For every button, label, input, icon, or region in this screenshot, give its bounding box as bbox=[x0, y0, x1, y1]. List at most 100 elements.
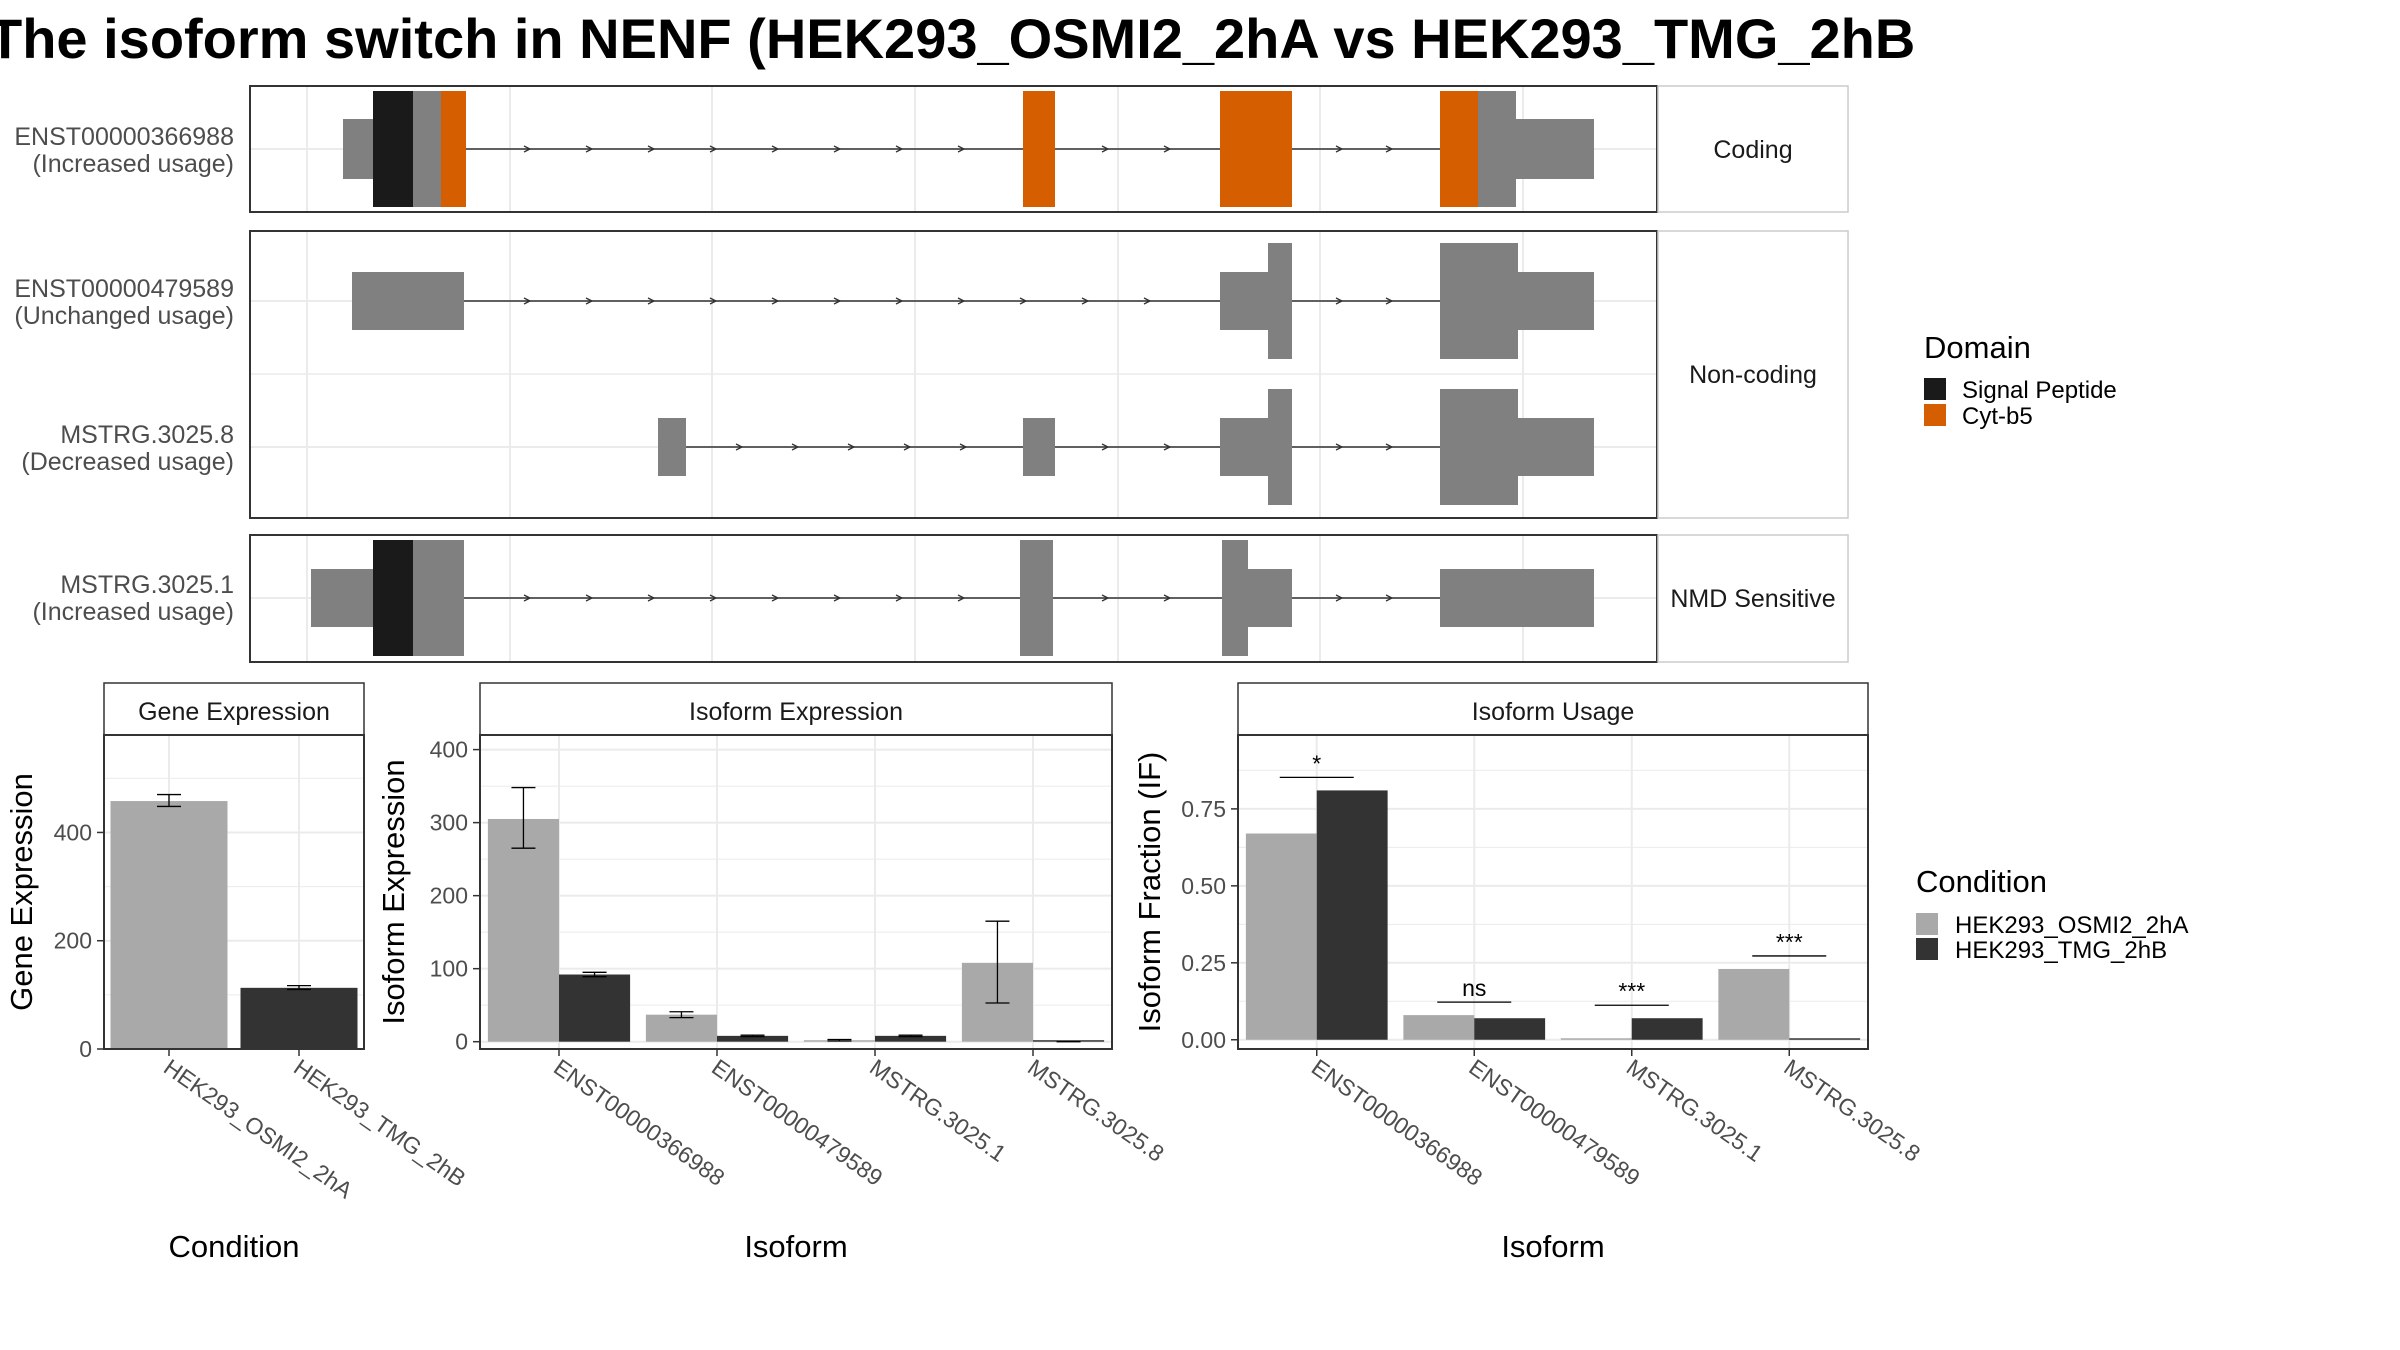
condition-legend-title: Condition bbox=[1916, 864, 2047, 899]
bar-HEK293_OSMI2_2hA-ENST00000479589 bbox=[646, 1015, 717, 1042]
y-tick-label: 400 bbox=[430, 737, 468, 763]
signal-peptide-legend-key bbox=[1924, 378, 1946, 400]
transcript-id-ENST00000366988: ENST00000366988 bbox=[14, 123, 234, 151]
transcript-usage-MSTRG.3025.8: (Decreased usage) bbox=[21, 448, 234, 476]
significance-label: *** bbox=[1618, 978, 1645, 1004]
facet-label-non-coding: Non-coding bbox=[1689, 361, 1817, 389]
chart-isoform-expression: Isoform Expression 0 100 200 300 400 ENST00000… bbox=[376, 683, 1169, 1264]
exon bbox=[658, 418, 686, 476]
bar-HEK293_TMG_2hB-MSTRG.3025.8 bbox=[1789, 1038, 1860, 1040]
exon bbox=[352, 272, 464, 330]
condition-b-legend-label: HEK293_TMG_2hB bbox=[1955, 937, 2167, 964]
transcript-usage-MSTRG.3025.1: (Increased usage) bbox=[32, 598, 234, 626]
exon bbox=[1440, 569, 1594, 627]
y-tick-label: 0 bbox=[79, 1036, 92, 1062]
y-tick-label: 0.50 bbox=[1181, 873, 1226, 899]
figure-title: The isoform switch in NENF (HEK293_OSMI2… bbox=[0, 7, 1915, 70]
panel-title: Isoform Usage bbox=[1472, 698, 1635, 726]
bar-HEK293_OSMI2_2hA-ENST00000366988 bbox=[488, 819, 559, 1042]
y-tick-label: 200 bbox=[54, 928, 92, 954]
exon bbox=[1516, 119, 1594, 179]
exon bbox=[1023, 418, 1055, 476]
transcript-id-ENST00000479589: ENST00000479589 bbox=[14, 275, 234, 303]
x-tick-label: MSTRG.3025.1 bbox=[1622, 1054, 1768, 1167]
exon bbox=[1020, 540, 1053, 656]
y-tick-label: 0.00 bbox=[1181, 1027, 1226, 1053]
cyt-b5-legend-key bbox=[1924, 404, 1946, 426]
exon bbox=[413, 91, 441, 207]
exon bbox=[1518, 418, 1594, 476]
transcript-usage-ENST00000479589: (Unchanged usage) bbox=[14, 302, 234, 330]
signal-peptide-legend-label: Signal Peptide bbox=[1962, 377, 2117, 404]
cyt-b5-domain bbox=[1220, 91, 1292, 207]
condition-a-legend-label: HEK293_OSMI2_2hA bbox=[1955, 912, 2188, 939]
bar-charts: Gene Expression0200400HEK293_OSMI2_2hAHE… bbox=[4, 683, 1925, 1264]
chart-isoform-usage: Isoform Usage * ns *** *** 0.00 0.25 0.50 0.75 EN… bbox=[1132, 683, 1925, 1264]
y-tick-label: 0 bbox=[455, 1029, 468, 1055]
panel-title: Isoform Expression bbox=[689, 698, 903, 726]
bar-HEK293_OSMI2_2hA-MSTRG.3025.8 bbox=[1718, 969, 1789, 1040]
exon bbox=[1478, 91, 1516, 207]
y-tick-label: 200 bbox=[430, 883, 468, 909]
cyt-b5-domain bbox=[441, 91, 466, 207]
bar-HEK293_TMG_2hB-ENST00000366988 bbox=[1317, 790, 1388, 1039]
facet-label-nmd-sensitive: NMD Sensitive bbox=[1670, 585, 1835, 613]
significance-label: * bbox=[1312, 750, 1321, 776]
bar-HEK293_OSMI2_2hA-ENST00000479589 bbox=[1403, 1015, 1474, 1040]
exon bbox=[311, 569, 373, 627]
x-tick-label: ENST00000479589 bbox=[1464, 1054, 1644, 1191]
cyt-b5-legend-label: Cyt-b5 bbox=[1962, 403, 2033, 430]
condition-a-legend-key bbox=[1916, 913, 1938, 935]
y-axis-title: Gene Expression bbox=[4, 773, 39, 1011]
significance-label: *** bbox=[1776, 929, 1803, 955]
transcript-id-MSTRG.3025.8: MSTRG.3025.8 bbox=[60, 421, 234, 449]
exon bbox=[1220, 272, 1268, 330]
y-axis-title: Isoform Fraction (IF) bbox=[1132, 752, 1167, 1033]
bar-HEK293_OSMI2_2hA-MSTRG.3025.1 bbox=[1561, 1038, 1632, 1040]
significance-label: ns bbox=[1462, 975, 1486, 1001]
exon bbox=[1248, 569, 1292, 627]
y-tick-label: 400 bbox=[54, 819, 92, 845]
x-tick-label: MSTRG.3025.8 bbox=[1023, 1054, 1169, 1167]
bar-HEK293_OSMI2_2hA-ENST00000366988 bbox=[1246, 834, 1317, 1040]
exon bbox=[1440, 389, 1518, 505]
transcript-structure-panel: Coding ENST00000366988 (Increased usage)… bbox=[14, 86, 1848, 662]
bar-HEK293_TMG_2hB bbox=[241, 988, 358, 1049]
x-axis-title: Condition bbox=[169, 1229, 300, 1264]
y-tick-label: 0.75 bbox=[1181, 796, 1226, 822]
transcript-id-MSTRG.3025.1: MSTRG.3025.1 bbox=[60, 571, 234, 599]
x-tick-label: MSTRG.3025.8 bbox=[1779, 1054, 1925, 1167]
exon bbox=[1222, 540, 1248, 656]
transcript-usage-ENST00000366988: (Increased usage) bbox=[32, 150, 234, 178]
x-tick-label: MSTRG.3025.1 bbox=[865, 1054, 1011, 1167]
bar-HEK293_OSMI2_2hA bbox=[111, 801, 228, 1049]
bar-HEK293_TMG_2hB-ENST00000479589 bbox=[1474, 1018, 1545, 1040]
x-tick-label: ENST00000366988 bbox=[1307, 1054, 1487, 1191]
bar-HEK293_TMG_2hB-MSTRG.3025.1 bbox=[1632, 1018, 1703, 1040]
facet-non-coding: Non-coding ENST00000479589 (Unchanged us… bbox=[14, 231, 1848, 518]
facet-nmd-sensitive: NMD Sensitive MSTRG.3025.1 (Increased us… bbox=[32, 535, 1848, 662]
condition-legend: Condition HEK293_OSMI2_2hA HEK293_TMG_2h… bbox=[1916, 864, 2188, 964]
y-axis-title: Isoform Expression bbox=[376, 759, 411, 1024]
cyt-b5-domain bbox=[1023, 91, 1055, 207]
domain-legend-title: Domain bbox=[1924, 330, 2031, 365]
condition-b-legend-key bbox=[1916, 938, 1938, 960]
x-axis-title: Isoform bbox=[1501, 1229, 1604, 1264]
y-tick-label: 100 bbox=[430, 956, 468, 982]
x-axis-title: Isoform bbox=[744, 1229, 847, 1264]
cyt-b5-domain bbox=[1440, 91, 1478, 207]
exon bbox=[413, 540, 464, 656]
signal-peptide-domain bbox=[373, 540, 413, 656]
exon bbox=[343, 119, 373, 179]
domain-legend: Domain Signal Peptide Cyt-b5 bbox=[1924, 330, 2117, 430]
exon bbox=[1268, 389, 1292, 505]
facet-coding: Coding ENST00000366988 (Increased usage) bbox=[14, 86, 1848, 212]
x-tick-label: ENST00000366988 bbox=[549, 1054, 729, 1191]
panel-title: Gene Expression bbox=[138, 698, 330, 726]
x-tick-label: ENST00000479589 bbox=[707, 1054, 887, 1191]
exon bbox=[1220, 418, 1268, 476]
facet-label-coding: Coding bbox=[1713, 136, 1792, 164]
signal-peptide-domain bbox=[373, 91, 413, 207]
y-tick-label: 300 bbox=[430, 810, 468, 836]
bar-HEK293_TMG_2hB-ENST00000366988 bbox=[559, 975, 630, 1042]
